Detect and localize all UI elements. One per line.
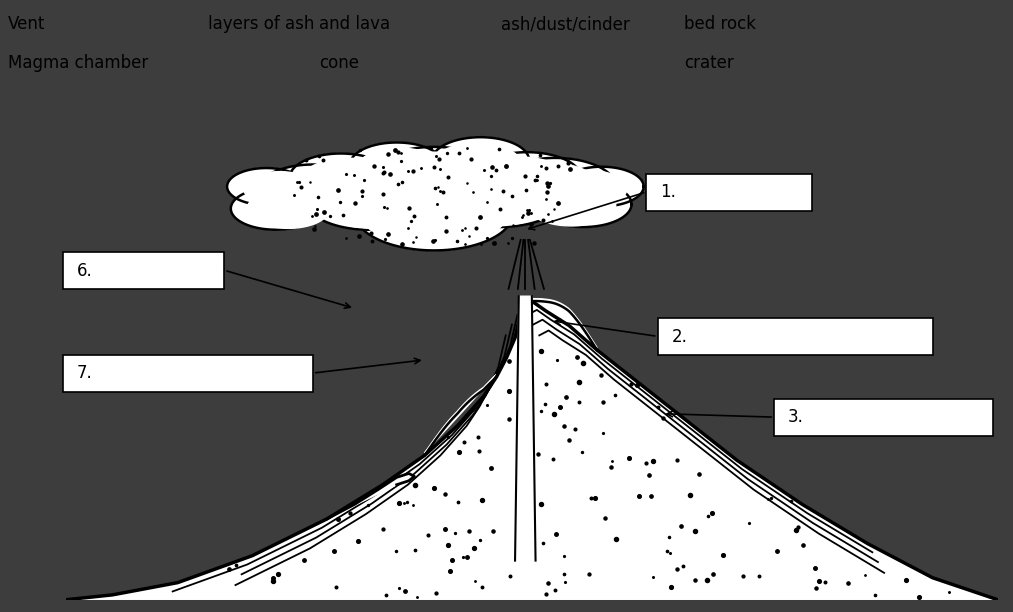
Polygon shape <box>231 187 320 230</box>
Polygon shape <box>550 170 627 207</box>
Polygon shape <box>470 157 569 204</box>
Polygon shape <box>433 143 522 185</box>
Polygon shape <box>433 163 566 227</box>
Polygon shape <box>433 168 556 226</box>
Polygon shape <box>247 190 329 228</box>
Text: 7.: 7. <box>77 364 93 382</box>
Polygon shape <box>227 168 305 205</box>
Text: Vent: Vent <box>8 15 46 33</box>
Polygon shape <box>515 296 536 561</box>
Text: 1.: 1. <box>660 183 677 201</box>
Polygon shape <box>527 184 616 226</box>
Polygon shape <box>257 165 369 217</box>
Text: 3.: 3. <box>788 408 804 427</box>
Text: 6.: 6. <box>77 261 93 280</box>
Text: layers of ash: layers of ash <box>208 15 314 33</box>
Polygon shape <box>357 148 443 188</box>
Polygon shape <box>424 375 496 453</box>
Polygon shape <box>489 162 601 215</box>
Text: crater: crater <box>684 54 733 72</box>
Text: and lava: and lava <box>319 15 390 33</box>
Polygon shape <box>473 152 581 203</box>
Bar <box>63 252 224 289</box>
Text: cone: cone <box>319 54 359 72</box>
Polygon shape <box>433 137 529 183</box>
Polygon shape <box>271 168 374 217</box>
Polygon shape <box>290 154 392 202</box>
Polygon shape <box>494 158 616 215</box>
Polygon shape <box>244 171 316 206</box>
Text: 2.: 2. <box>672 327 688 346</box>
Polygon shape <box>355 176 514 250</box>
Polygon shape <box>535 181 631 227</box>
Polygon shape <box>361 179 506 247</box>
Polygon shape <box>305 170 433 230</box>
Text: ash/dust/cinder: ash/dust/cinder <box>501 15 630 33</box>
Polygon shape <box>316 173 433 228</box>
Polygon shape <box>532 299 597 348</box>
Polygon shape <box>301 159 395 203</box>
Bar <box>646 174 812 211</box>
Bar <box>657 318 933 355</box>
Polygon shape <box>369 147 499 209</box>
Polygon shape <box>66 301 998 600</box>
Bar <box>63 355 313 392</box>
Polygon shape <box>374 152 494 209</box>
Text: bed rock: bed rock <box>684 15 756 33</box>
Polygon shape <box>560 166 643 206</box>
Polygon shape <box>327 474 414 519</box>
Bar <box>774 399 993 436</box>
Text: Magma chamber: Magma chamber <box>8 54 148 72</box>
Polygon shape <box>350 143 444 187</box>
